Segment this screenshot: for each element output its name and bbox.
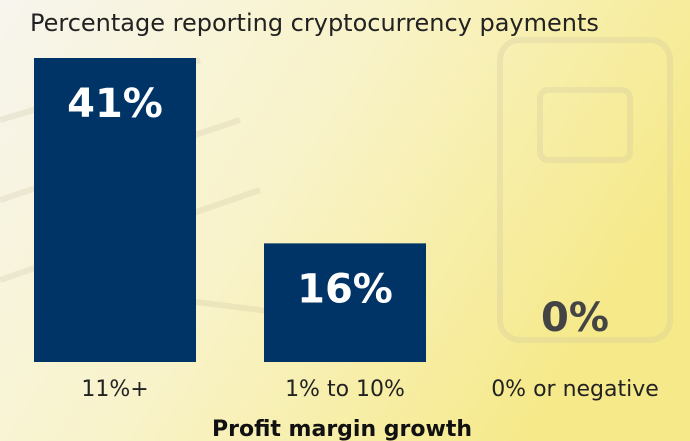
value-label: 0% [541, 295, 609, 341]
value-label: 16% [297, 266, 393, 312]
x-tick-label: 1% to 10% [285, 377, 405, 402]
value-label: 41% [67, 81, 163, 127]
x-tick-label: 0% or negative [491, 377, 659, 402]
x-axis-label: Profit margin growth [212, 417, 472, 441]
chart-title: Percentage reporting cryptocurrency paym… [30, 9, 599, 37]
chart: Percentage reporting cryptocurrency paym… [0, 0, 690, 441]
x-tick-label: 11%+ [81, 377, 148, 402]
